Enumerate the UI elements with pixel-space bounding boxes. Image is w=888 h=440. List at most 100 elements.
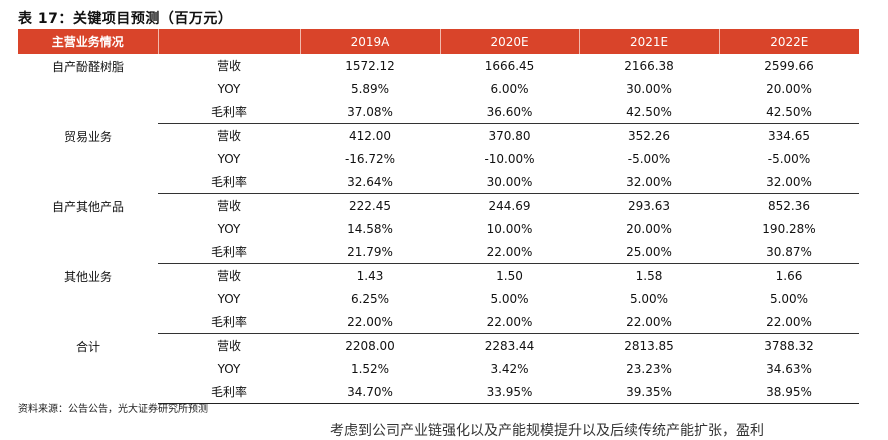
business-segment: 合计: [75, 339, 100, 354]
value-cell: 5.00%: [769, 291, 809, 306]
metric-label: YOY: [217, 291, 241, 306]
value-cell: 2599.66: [764, 58, 814, 73]
value-cell: 1.52%: [350, 361, 390, 376]
business-segment: 贸易业务: [63, 129, 112, 144]
metric-label: 营收: [216, 129, 241, 143]
value-cell: 32.00%: [579, 170, 719, 194]
value-cell: 5.00%: [490, 291, 529, 306]
value-cell: 334.65: [768, 128, 810, 143]
value-cell: 3.42%: [490, 361, 529, 376]
value-cell: 37.08%: [300, 100, 440, 124]
table-row: YOY 6.25% 5.00% 5.00% 5.00%: [18, 287, 859, 310]
value-cell: 32.00%: [719, 170, 859, 194]
value-cell: 293.63: [628, 198, 670, 213]
table-row: 毛利率 32.64% 30.00% 32.00% 32.00%: [18, 170, 859, 194]
metric-label: YOY: [217, 221, 241, 236]
metric-label: 毛利率: [158, 240, 300, 264]
table-row: 合计 营收 2208.00 2283.44 2813.85 3788.32: [18, 334, 859, 358]
value-cell: 30.87%: [719, 240, 859, 264]
header-year: 2020E: [439, 29, 579, 54]
value-cell: 36.60%: [440, 100, 579, 124]
value-cell: -5.00%: [627, 151, 671, 166]
value-cell: 22.00%: [440, 240, 579, 264]
source-note: 资料来源：公告公告，光大证券研究所预测: [18, 404, 208, 415]
value-cell: 20.00%: [626, 221, 672, 236]
header-year: 2021E: [578, 29, 719, 54]
table-row: YOY -16.72% -10.00% -5.00% -5.00%: [18, 147, 859, 170]
value-cell: 23.23%: [626, 361, 672, 376]
value-cell: 1572.12: [345, 58, 395, 73]
body-text: 考虑到公司产业链强化以及产能规模提升以及后续传统产能扩张，盈利: [330, 423, 764, 439]
table-row: YOY 1.52% 3.42% 23.23% 34.63%: [18, 357, 859, 380]
value-cell: 3788.32: [764, 338, 814, 353]
value-cell: -10.00%: [484, 151, 535, 166]
table-row: YOY 5.89% 6.00% 30.00% 20.00%: [18, 77, 859, 100]
value-cell: 10.00%: [486, 221, 533, 236]
value-cell: 34.70%: [300, 380, 440, 404]
value-cell: 22.00%: [440, 310, 579, 334]
value-cell: 14.58%: [347, 221, 393, 236]
value-cell: 1.50: [496, 268, 523, 283]
value-cell: 2208.00: [345, 338, 395, 353]
value-cell: 32.64%: [300, 170, 440, 194]
value-cell: 222.45: [349, 198, 391, 213]
value-cell: 22.00%: [579, 310, 719, 334]
table-row: 贸易业务 营收 412.00 370.80 352.26 334.65: [18, 124, 859, 148]
value-cell: 244.69: [488, 198, 531, 213]
metric-label: 营收: [216, 59, 241, 73]
table-row: 毛利率 37.08% 36.60% 42.50% 42.50%: [18, 100, 859, 124]
table-row: 自产其他产品 营收 222.45 244.69 293.63 852.36: [18, 194, 859, 218]
value-cell: 852.36: [768, 198, 810, 213]
header-business: 主营业务情况: [18, 29, 158, 54]
table-row: 毛利率 22.00% 22.00% 22.00% 22.00%: [18, 310, 859, 334]
value-cell: 42.50%: [719, 100, 859, 124]
header-year: 2022E: [718, 29, 859, 54]
value-cell: 6.00%: [490, 81, 529, 96]
value-cell: 2813.85: [624, 338, 674, 353]
value-cell: 370.80: [488, 128, 531, 143]
value-cell: 30.00%: [440, 170, 579, 194]
table-row: 毛利率 34.70% 33.95% 39.35% 38.95%: [18, 380, 859, 404]
value-cell: 2166.38: [624, 58, 674, 73]
table-row: YOY 14.58% 10.00% 20.00% 190.28%: [18, 217, 859, 240]
table-header-row: 主营业务情况 2019A 2020E 2021E 2022E: [18, 29, 859, 54]
value-cell: 42.50%: [579, 100, 719, 124]
metric-label: 营收: [216, 199, 241, 213]
value-cell: 6.25%: [350, 291, 390, 306]
metric-label: 毛利率: [158, 170, 300, 194]
value-cell: 21.79%: [300, 240, 440, 264]
value-cell: 190.28%: [762, 221, 816, 236]
value-cell: 1.58: [635, 268, 663, 283]
value-cell: 412.00: [349, 128, 391, 143]
value-cell: 22.00%: [300, 310, 440, 334]
business-segment: 自产其他产品: [51, 199, 124, 214]
metric-label: 营收: [216, 269, 241, 283]
header-metric: [157, 29, 300, 54]
value-cell: 30.00%: [626, 81, 672, 96]
metric-label: 毛利率: [158, 100, 300, 124]
value-cell: 33.95%: [440, 380, 579, 404]
table-row: 其他业务 营收 1.43 1.50 1.58 1.66: [18, 264, 859, 288]
forecast-table: 主营业务情况 2019A 2020E 2021E 2022E 自产酚醛树脂 营收 1…: [18, 29, 859, 404]
business-segment: 其他业务: [63, 269, 112, 284]
metric-label: YOY: [217, 151, 241, 166]
value-cell: 38.95%: [719, 380, 859, 404]
header-year: 2019A: [299, 29, 440, 54]
table-row: 自产酚醛树脂 营收 1572.12 1666.45 2166.38 2599.66: [18, 54, 859, 77]
metric-label: 营收: [216, 339, 241, 353]
business-segment: 自产酚醛树脂: [51, 60, 124, 74]
value-cell: 1.43: [356, 268, 384, 283]
metric-label: 毛利率: [158, 380, 300, 404]
value-cell: 1666.45: [484, 58, 535, 73]
value-cell: 1.66: [775, 268, 803, 283]
value-cell: 20.00%: [766, 81, 812, 96]
value-cell: 39.35%: [579, 380, 719, 404]
value-cell: 22.00%: [719, 310, 859, 334]
table-row: 毛利率 21.79% 22.00% 25.00% 30.87%: [18, 240, 859, 264]
value-cell: -16.72%: [344, 151, 396, 166]
value-cell: 34.63%: [766, 361, 812, 376]
metric-label: 毛利率: [158, 310, 300, 334]
value-cell: 5.00%: [629, 291, 669, 306]
value-cell: 2283.44: [484, 338, 535, 353]
table-title: 表 17：关键项目预测（百万元）: [18, 11, 233, 27]
